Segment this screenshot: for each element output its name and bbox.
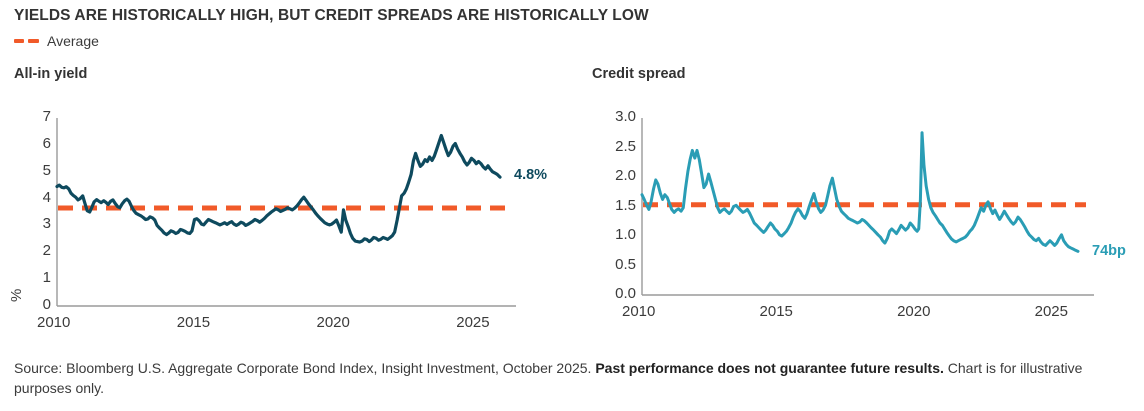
y-axis-tick-label: 0.0 xyxy=(615,285,636,302)
y-axis-tick-label: 2.0 xyxy=(615,167,636,184)
end-value-label-yield: 4.8% xyxy=(514,167,548,184)
y-axis-tick-label: 2.5 xyxy=(615,137,636,155)
y-axis-tick-label: 6 xyxy=(42,134,51,152)
footnote-tail: Chart is for illustrative purposes only. xyxy=(14,360,1083,397)
chart-canvas-all-in-yield xyxy=(55,118,516,307)
x-axis-tick-label: 2020 xyxy=(316,314,350,331)
end-value-label-spread: 74bp xyxy=(1092,243,1126,260)
y-axis-tick-label: 0 xyxy=(42,296,51,313)
x-axis-tick-label: 2025 xyxy=(456,314,490,331)
footnote: Source: Bloomberg U.S. Aggregate Corpora… xyxy=(14,358,1134,399)
y-axis-tick-label: 1.5 xyxy=(615,196,636,214)
panel-title-credit-spread: Credit spread xyxy=(592,66,686,82)
y-axis-tick-label: 0.5 xyxy=(615,255,636,273)
y-axis-tick-label: 7 xyxy=(42,108,51,125)
average-line-swatch xyxy=(14,39,40,43)
legend: Average xyxy=(14,33,99,49)
x-axis-tick-label: 2010 xyxy=(37,314,71,331)
y-axis-tick-label: 1.0 xyxy=(615,226,636,243)
y-axis-tick-label: 2 xyxy=(42,242,51,260)
chart-credit-spread: 74bp 0.0 0.5 1.0 1.5 2.0 2.5 3.0 2010 2015 2020 20… xyxy=(580,104,1144,344)
y-axis-tick-label: 5 xyxy=(42,161,51,179)
page-title: YIELDS ARE HISTORICALLY HIGH, BUT CREDIT… xyxy=(14,7,649,24)
y-axis-tick-label: 3 xyxy=(42,215,51,233)
y-axis-tick-label: 3.0 xyxy=(615,108,636,125)
x-axis-tick-label: 2010 xyxy=(622,303,656,320)
chart-all-in-yield: % 4.8% 0 1 2 3 4 5 6 7 2010 2015 2020 2025 xyxy=(0,104,570,344)
y-axis-label-percent: % xyxy=(8,288,25,302)
x-axis-tick-label: 2020 xyxy=(897,303,931,320)
y-axis-tick-label: 1 xyxy=(42,269,51,287)
y-axis-tick-label: 4 xyxy=(42,188,51,206)
chart-canvas-credit-spread xyxy=(640,118,1094,296)
legend-label-average: Average xyxy=(47,33,99,49)
footnote-bold: Past performance does not guarantee futu… xyxy=(595,360,944,376)
x-axis-tick-label: 2025 xyxy=(1034,303,1068,320)
panel-title-all-in-yield: All-in yield xyxy=(14,66,88,82)
x-axis-tick-label: 2015 xyxy=(759,303,793,320)
x-axis-tick-label: 2015 xyxy=(176,314,211,331)
footnote-source: Source: Bloomberg U.S. Aggregate Corpora… xyxy=(14,360,596,376)
